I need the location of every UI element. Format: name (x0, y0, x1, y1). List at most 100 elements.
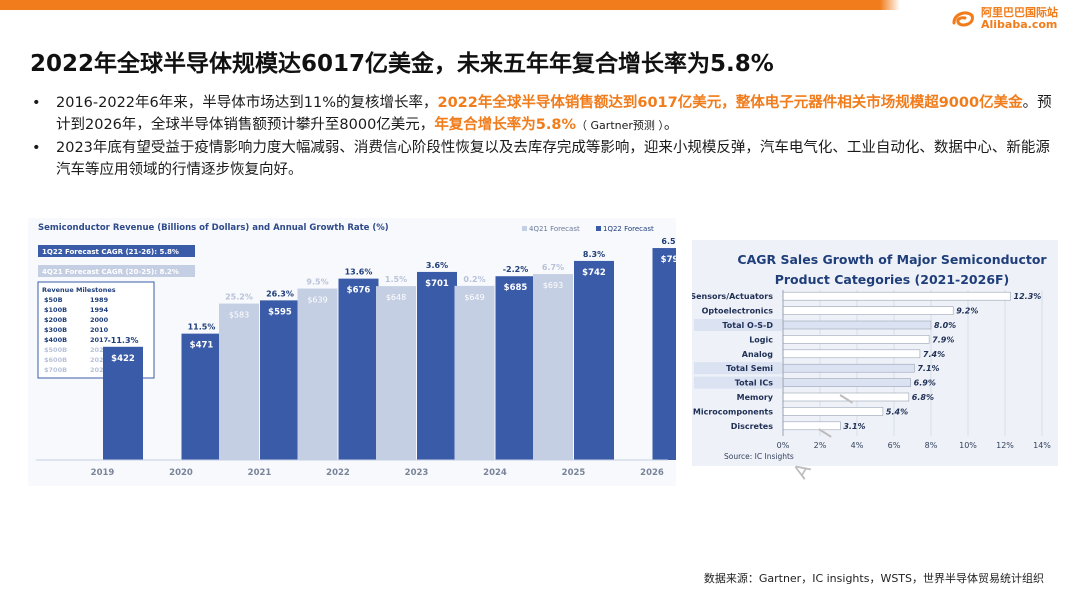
bar-value-label: $790 (661, 255, 676, 265)
bar-1q22 (260, 300, 300, 460)
bullet-item: • 2016-2022年6年来，半导体市场达到11%的复核增长率，2022年全球… (30, 92, 1055, 137)
chart-title: Semiconductor Revenue (Billions of Dolla… (38, 223, 389, 233)
bullet-text: 。预计到2026年，全球半导体销售额预计攀升至8000亿美元， (56, 95, 1052, 133)
cagr-bar (782, 335, 930, 344)
bar-1q22 (338, 278, 379, 460)
bar-4q21 (219, 303, 259, 460)
bar-value-label: $685 (504, 283, 528, 293)
logo-cn-text: 阿里巴巴国际站 (981, 6, 1058, 20)
chart-title: Product Categories (2021-2026F) (775, 272, 1010, 287)
x-tick-label: 2% (814, 441, 827, 450)
bar-1q22 (574, 260, 614, 460)
bar-4q21 (533, 274, 573, 460)
row-highlight (694, 362, 782, 375)
bar-value-label: $648 (386, 293, 406, 302)
milestone-value: $500B (44, 346, 67, 354)
category-label: Total Semi (726, 364, 773, 373)
cagr-bar-chart: CAGR Sales Growth of Major Semiconductor… (692, 240, 1058, 466)
bar-value-label: $649 (464, 293, 484, 302)
milestone-value: $100B (44, 306, 67, 314)
slide-title: 2022年全球半导体规模达6017亿美金，未来五年年复合增长率为5.8% (30, 51, 774, 77)
bullet-text: 2023年底有望受益于疫情影响力度大幅减弱、消费信心阶段性恢复以及去库存完成等影… (56, 140, 1050, 178)
x-tick-label: 2022 (326, 468, 350, 478)
cagr-bar (782, 349, 921, 359)
bar-4q21 (376, 286, 416, 460)
cagr-box (38, 265, 195, 277)
legend-label: 1Q22 Forecast (603, 225, 654, 233)
x-tick-label: 2021 (248, 468, 272, 478)
x-tick-label: 12% (996, 441, 1014, 450)
bullet-highlight: 2022年全球半导体销售额达到6017亿美元，整体电子元器件相关市场规模超900… (437, 95, 1023, 111)
bar-value-label: 7.9% (932, 335, 954, 344)
bar-1q22 (417, 271, 457, 460)
growth-label: 25.2% (225, 293, 253, 302)
top-accent-bar (0, 0, 880, 10)
row-highlight (694, 319, 782, 331)
milestone-value: $400B (44, 336, 67, 344)
milestone-value: $200B (44, 316, 67, 324)
cagr-box-text: 1Q22 Forecast CAGR (21-26): 5.8% (42, 248, 179, 256)
bar-value-label: $639 (307, 296, 327, 305)
bar-value-label: 5.4% (886, 407, 908, 416)
category-label: Analog (742, 350, 774, 359)
category-label: Total ICs (735, 379, 773, 388)
revenue-bar-chart: Semiconductor Revenue (Billions of Dolla… (28, 218, 676, 486)
chart-title: CAGR Sales Growth of Major Semiconductor (737, 252, 1047, 267)
milestone-year: 1989 (90, 296, 109, 304)
milestone-value: $700B (44, 366, 67, 374)
growth-label: -2.2% (503, 265, 529, 274)
milestone-year: 1994 (90, 306, 109, 314)
milestone-value: $600B (44, 356, 67, 364)
bar-1q22 (652, 248, 676, 460)
milestone-year: 2000 (90, 316, 109, 324)
x-tick-label: 10% (959, 441, 977, 450)
bullet-highlight: 年复合增长率为5.8% (434, 117, 577, 133)
x-tick-label: 2019 (91, 468, 115, 478)
milestones-title: Revenue Milestones (42, 286, 116, 294)
bar-value-label: $422 (111, 354, 135, 364)
bullet-citation: （ Gartner预测 ） (576, 119, 664, 132)
x-tick-label: 2024 (483, 468, 507, 478)
bar-value-label: 6.8% (912, 393, 934, 402)
milestone-value: $50B (44, 296, 63, 304)
cagr-box (38, 245, 195, 257)
bar-value-label: $583 (229, 311, 249, 320)
milestone-year: 2017 (90, 336, 108, 344)
x-tick-label: 14% (1033, 441, 1051, 450)
data-source-footer: 数据来源：Gartner，IC insights，WSTS，世界半导体贸易统计组… (703, 572, 1044, 585)
cagr-bar (782, 306, 954, 315)
milestone-year: 2021 (90, 346, 109, 354)
growth-label: 13.6% (345, 268, 373, 277)
milestone-year: 2010 (90, 326, 109, 334)
bullet-list: • 2016-2022年6年来，半导体市场达到11%的复核增长率，2022年全球… (30, 92, 1055, 181)
legend-swatch (522, 226, 527, 231)
bar-value-label: 6.9% (914, 379, 936, 388)
growth-label: 26.3% (266, 289, 294, 298)
x-tick-label: 4% (851, 441, 864, 450)
category-label: Sensors/Actuators (692, 292, 773, 301)
bar-value-label: 3.1% (843, 422, 865, 431)
bar-value-label: $595 (268, 307, 292, 317)
bar-value-label: $693 (543, 281, 563, 290)
growth-label: 6.7% (542, 263, 564, 272)
bar-1q22 (495, 276, 536, 460)
x-tick-label: 8% (925, 441, 938, 450)
top-accent-fade (880, 0, 900, 10)
bullet-marker: • (32, 140, 41, 156)
growth-label: 3.6% (426, 261, 448, 270)
alibaba-logo-icon (952, 11, 974, 27)
bar-value-label: 12.3% (1014, 292, 1042, 301)
category-label: Logic (749, 335, 773, 344)
cagr-box-text: 4Q21 Forecast CAGR (20-25): 8.2% (42, 268, 179, 276)
bullet-text: 2016-2022年6年来，半导体市场达到11%的复核增长率， (56, 95, 438, 111)
chart-source: Source: IC Insights (724, 452, 794, 461)
growth-label: 11.5% (188, 323, 216, 332)
row-highlight (694, 376, 782, 389)
bar-value-label: $701 (425, 279, 449, 289)
cagr-bar (782, 291, 1011, 301)
alibaba-logo[interactable]: 阿里巴巴国际站 Alibaba.com (951, 6, 1058, 32)
category-label: Memory (737, 393, 774, 402)
bar-value-label: $742 (582, 268, 606, 278)
bar-4q21 (297, 288, 338, 460)
x-tick-label: 2020 (169, 468, 193, 478)
